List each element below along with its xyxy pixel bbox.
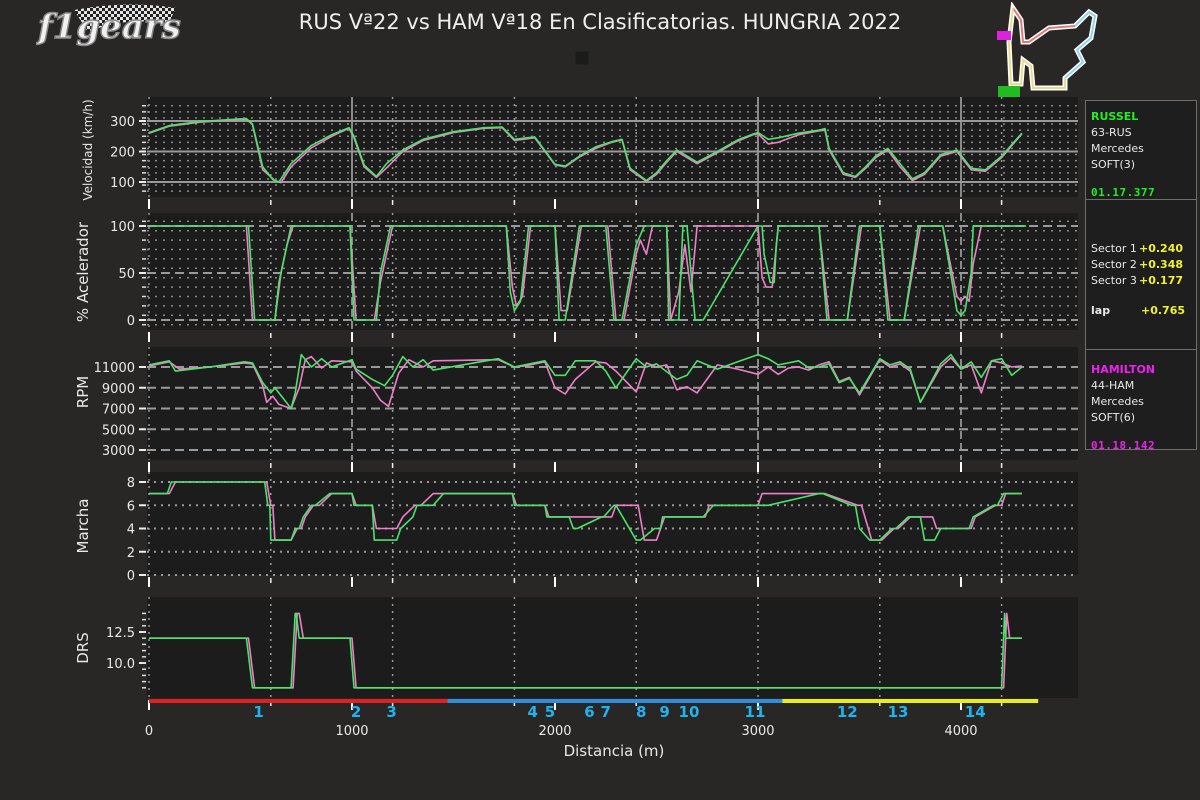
turn-label-11: 11 [745, 703, 766, 721]
throttle-chart: 0 50 100 % Acelerador [74, 213, 1078, 342]
speed-ylabel: Velocidad (km/h) [81, 99, 95, 200]
turn-label-4: 4 [527, 703, 537, 721]
russel-marker [998, 86, 1020, 97]
turn-label-8: 8 [636, 703, 646, 721]
y-tick-label: 11000 [94, 361, 135, 376]
hamilton-speed-line [148, 118, 1023, 184]
y-tick-label: 200 [110, 146, 135, 161]
track-map [993, 0, 1111, 100]
throttle-ylabel: % Acelerador [74, 221, 92, 322]
russel-rpm-line [148, 353, 1023, 410]
y-tick-label: 50 [118, 267, 135, 282]
drs-ylabel: DRS [74, 632, 92, 664]
drs-chart: 10.0 12.5 DRS [74, 597, 1078, 710]
x-tick-label: 2000 [538, 724, 571, 739]
hamilton-team: Mercedes [1091, 395, 1144, 408]
turn-label-9: 9 [659, 703, 669, 721]
turn-label-3: 3 [386, 703, 396, 721]
y-tick-label: 0 [127, 314, 135, 329]
turn-label-2: 2 [351, 703, 361, 721]
y-tick-label: 0 [127, 569, 135, 584]
russel-drs-line [149, 612, 1022, 689]
hamilton-tyre: SOFT(6) [1091, 411, 1136, 424]
hamilton-code: 44-HAM [1091, 379, 1135, 392]
russel-lap-time: 01.17.377 [1091, 186, 1156, 199]
sector-1-delta: Sector 1 +0.240 [1091, 242, 1184, 255]
russel-info-panel: RUSSEL 63-RUS Mercedes SOFT(3) 01.17.377 [1085, 100, 1197, 201]
turn-label-5: 5 [545, 703, 555, 721]
hamilton-gear-line [149, 481, 1022, 541]
y-tick-label: 4 [127, 523, 135, 538]
hamilton-lap-time: 01.18.142 [1091, 439, 1156, 452]
turn-label-10: 10 [679, 703, 700, 721]
sector-3-delta: Sector 3 +0.177 [1091, 274, 1184, 287]
rpm-ylabel: RPM [74, 376, 92, 408]
y-tick-label: 100 [110, 220, 135, 235]
y-tick-label: 6 [127, 499, 135, 514]
russel-name: RUSSEL [1091, 110, 1139, 123]
lap-delta: lap +0.765 [1091, 304, 1186, 317]
legend-swatch [575, 51, 589, 65]
svg-text:f1gears: f1gears [36, 7, 181, 47]
hamilton-name: HAMILTON [1091, 363, 1156, 376]
turn-label-13: 13 [888, 703, 909, 721]
turn-label-12: 12 [837, 703, 858, 721]
turn-label-1: 1 [253, 703, 263, 721]
x-tick-label: 1000 [335, 724, 368, 739]
russel-team: Mercedes [1091, 142, 1144, 155]
y-tick-label: 7000 [102, 403, 135, 418]
y-tick-label: 10.0 [106, 657, 135, 672]
y-tick-label: 100 [110, 176, 135, 191]
russel-gear-line [149, 481, 1022, 541]
checkered-flag-icon: f1gears [35, 4, 182, 48]
russel-code: 63-RUS [1091, 126, 1132, 139]
x-tick-label: 4000 [944, 724, 977, 739]
russel-tyre: SOFT(3) [1091, 158, 1136, 171]
turn-label-14: 14 [965, 703, 986, 721]
gear-ylabel: Marcha [74, 499, 92, 554]
y-tick-label: 8 [127, 476, 135, 491]
y-tick-label: 300 [110, 115, 135, 130]
y-tick-label: 2 [127, 546, 135, 561]
turn-label-6: 6 [584, 703, 594, 721]
speed-chart: 100 200 300 Velocidad (km/h) [81, 97, 1078, 209]
russel-throttle-line [149, 225, 1026, 321]
x-tick-label: 3000 [741, 724, 774, 739]
y-tick-label: 5000 [102, 423, 135, 438]
y-tick-label: 9000 [102, 382, 135, 397]
hamilton-info-panel: HAMILTON 44-HAM Mercedes SOFT(6) 01.18.1… [1085, 349, 1197, 452]
hamilton-rpm-line [148, 355, 1022, 410]
chart-title: RUS Vª22 vs HAM Vª18 En Clasificatorias.… [298, 10, 902, 34]
turn-label-7: 7 [601, 703, 611, 721]
gear-chart: 0 2 4 6 8 Marcha [74, 472, 1078, 587]
delta-panel: Sector 1 +0.240 Sector 2 +0.348 Sector 3 +0… [1085, 199, 1197, 351]
x-tick-label: 0 [145, 724, 153, 739]
f1gears-logo: f1gears [35, 2, 196, 50]
x-axis-label: Distancia (m) [564, 742, 665, 760]
russel-speed-line [148, 117, 1023, 183]
y-tick-label: 3000 [102, 444, 135, 459]
sector-2-delta: Sector 2 +0.348 [1091, 258, 1184, 271]
y-tick-label: 12.5 [106, 626, 135, 641]
hamilton-marker [997, 31, 1011, 40]
